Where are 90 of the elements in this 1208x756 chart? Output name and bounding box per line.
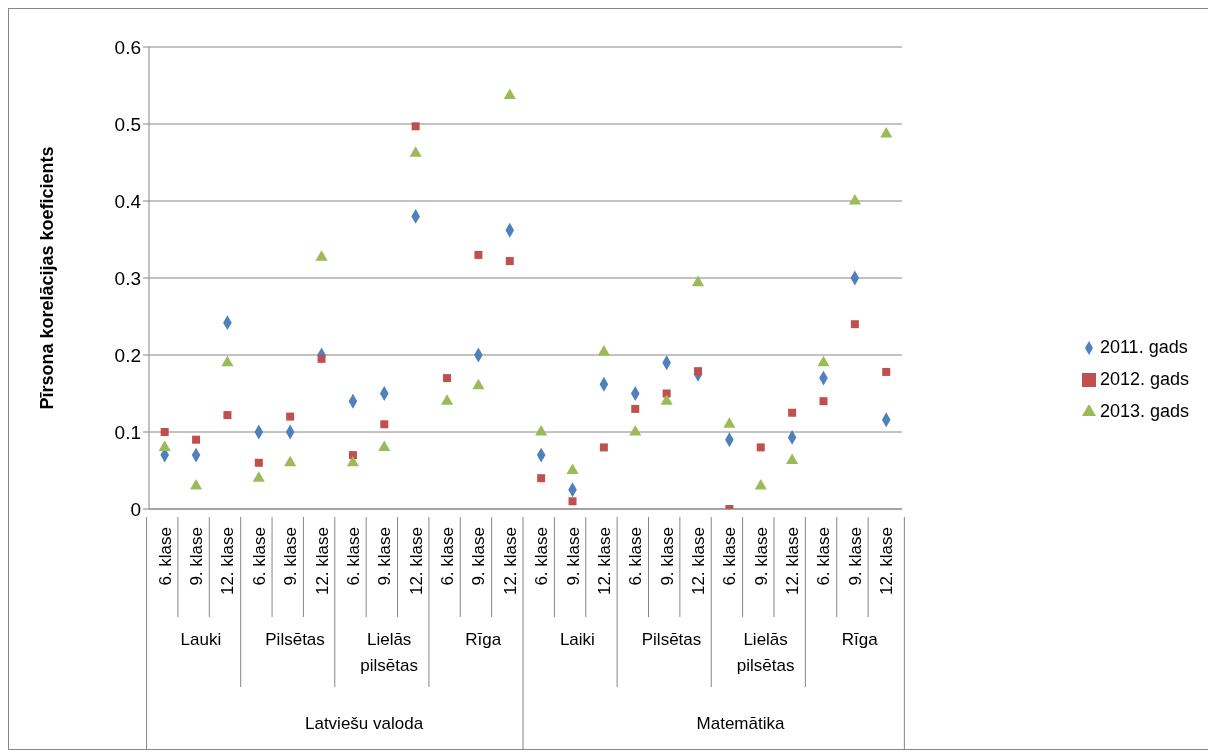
point xyxy=(756,443,765,452)
point xyxy=(629,424,642,436)
point xyxy=(223,411,232,420)
point xyxy=(631,404,640,413)
y-tick-label: 0.1 xyxy=(114,421,141,443)
point xyxy=(537,474,546,483)
x-tick-label: 6. klase xyxy=(343,527,363,586)
point xyxy=(597,344,610,356)
point xyxy=(535,424,548,436)
point xyxy=(317,354,326,363)
y-tick-label: 0.2 xyxy=(114,344,141,366)
x-tick-label: 6. klase xyxy=(814,527,834,586)
y-tick-label: 0 xyxy=(130,498,141,520)
point xyxy=(158,440,171,451)
point xyxy=(252,471,265,482)
point xyxy=(474,250,483,259)
point xyxy=(817,355,830,367)
legend-label: 2012. gads xyxy=(1099,369,1189,389)
point xyxy=(315,250,328,261)
x-tick-label: 9. klase xyxy=(845,527,865,586)
x-tick-label: 12. klase xyxy=(689,527,709,596)
text: Laiki xyxy=(559,630,595,649)
point xyxy=(254,458,263,467)
point xyxy=(786,453,799,464)
x-tick-label: 12. klase xyxy=(877,527,897,596)
legend-label: 2013. gads xyxy=(1099,401,1189,421)
point xyxy=(848,193,861,205)
x-tick-label: 6. klase xyxy=(532,527,552,586)
point xyxy=(189,478,203,490)
point xyxy=(568,497,577,506)
text: Lauki xyxy=(180,630,222,649)
point xyxy=(880,126,893,138)
x-tick-label: 9. klase xyxy=(657,527,677,586)
x-tick-label: 12. klase xyxy=(500,527,520,596)
point xyxy=(882,367,891,376)
x-tick-label: 12. klase xyxy=(218,527,238,596)
x-tick-label: 6. klase xyxy=(155,527,175,586)
point xyxy=(440,394,454,405)
point xyxy=(378,440,391,451)
point xyxy=(660,394,673,405)
x-tick-label: 9. klase xyxy=(751,527,771,586)
text: Lielās pilsētas xyxy=(736,630,795,675)
x-tick-label: 6. klase xyxy=(626,527,646,586)
text: Latviešu valoda xyxy=(304,714,424,733)
point xyxy=(348,451,357,460)
x-tick-label: 9. klase xyxy=(281,527,301,586)
point xyxy=(443,374,452,383)
y-tick-label: 0.4 xyxy=(114,190,142,212)
point xyxy=(850,320,859,329)
point xyxy=(411,122,420,131)
point xyxy=(380,420,389,429)
x-tick-label: 9. klase xyxy=(563,527,583,586)
x-tick-label: 6. klase xyxy=(249,527,269,586)
x-tick-label: 12. klase xyxy=(594,527,614,596)
point xyxy=(284,455,297,467)
text: Pilsētas xyxy=(641,630,702,649)
x-tick-label: 12. klase xyxy=(312,527,332,596)
y-tick-label: 0.3 xyxy=(114,267,141,289)
point xyxy=(505,257,514,266)
point xyxy=(788,408,797,417)
x-tick-label: 12. klase xyxy=(783,527,803,596)
y-tick-label: 0.6 xyxy=(114,36,141,58)
x-tick-label: 12. klase xyxy=(406,527,426,596)
x-tick-label: 9. klase xyxy=(375,527,395,586)
point xyxy=(819,397,828,406)
point xyxy=(566,463,579,475)
text: Rīga xyxy=(465,630,502,649)
point xyxy=(599,443,608,452)
point xyxy=(346,455,359,467)
x-tick-label: 9. klase xyxy=(187,527,207,586)
text: Matemātika xyxy=(696,714,785,733)
point xyxy=(160,428,169,436)
point xyxy=(286,412,295,421)
point xyxy=(472,378,485,390)
text: Pilsētas xyxy=(265,630,325,649)
x-tick-label: 6. klase xyxy=(438,527,458,586)
point xyxy=(754,478,767,490)
x-tick-label: 6. klase xyxy=(720,527,740,586)
text: Lielās pilsētas xyxy=(360,630,418,675)
x-tick-label: 9. klase xyxy=(469,527,489,586)
point xyxy=(221,355,234,367)
point xyxy=(192,435,201,444)
point xyxy=(691,275,705,287)
y-tick-label: 0.5 xyxy=(114,113,141,135)
y-axis-title: Pīrsona korelācijas koeficients xyxy=(37,146,58,410)
text: Rīga xyxy=(841,630,879,649)
legend-label: 2011. gads xyxy=(1099,337,1188,357)
point xyxy=(409,146,422,157)
point xyxy=(503,88,516,100)
point xyxy=(723,417,736,428)
